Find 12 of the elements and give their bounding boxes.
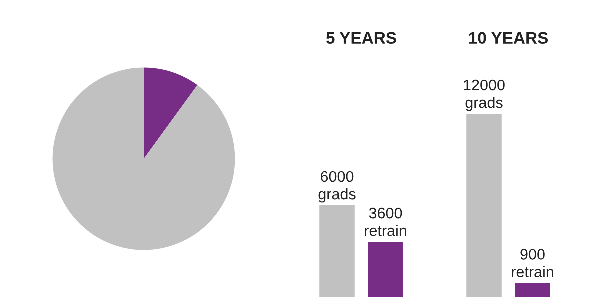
bar: [320, 206, 355, 297]
bar: [466, 114, 502, 297]
data-label: 6000 grads: [318, 171, 356, 203]
bar: [368, 242, 404, 297]
x-tick-label: 5 YEARS: [326, 32, 396, 44]
data-label: 900 retrain: [512, 249, 554, 278]
data-label: 12000 grads: [464, 80, 505, 112]
pie-slice: [52, 68, 236, 250]
data-label: 3600 retrain: [365, 208, 406, 236]
x-tick-label: 10 YEARS: [469, 32, 548, 44]
pie-slice: [144, 68, 198, 159]
bar: [515, 283, 550, 297]
